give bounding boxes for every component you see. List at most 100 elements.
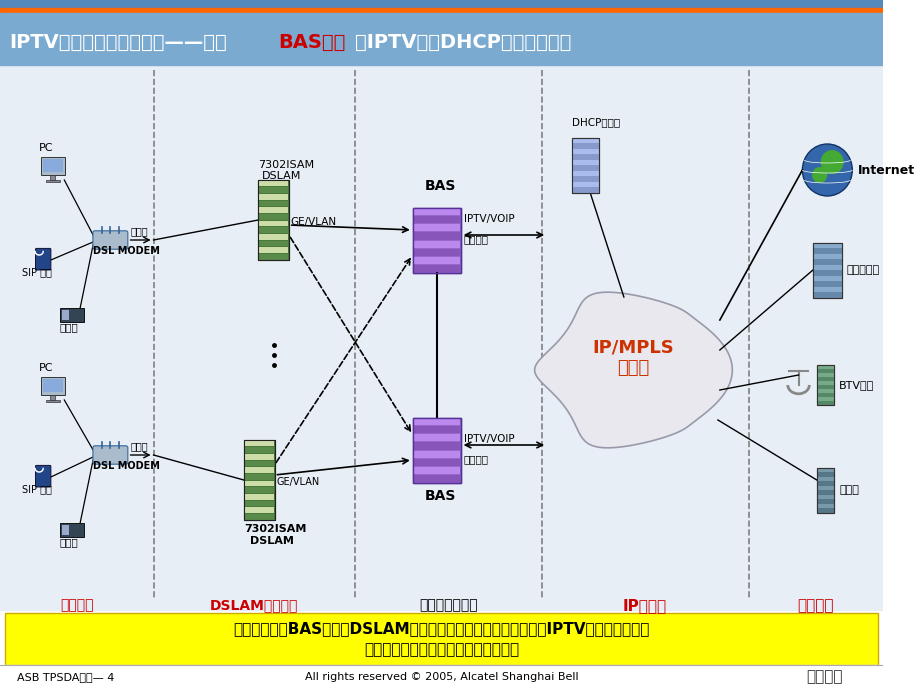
Bar [414,248,460,256]
Bar [259,214,288,219]
Bar [812,242,841,297]
Bar [572,181,598,187]
Text: DSLAM宽带接入: DSLAM宽带接入 [210,598,298,612]
Bar [244,440,274,520]
Bar [816,389,834,393]
Text: 视频服务器: 视频服务器 [845,265,879,275]
Bar [244,514,273,520]
Bar [244,467,273,473]
Bar [414,442,460,449]
Text: 网络冗余需要BAS设备和DSLAM设备支持相关功能和特性，在规模IPTV也时端口压力非
常大，成本过高，网络的可扩展性差。: 网络冗余需要BAS设备和DSLAM设备支持相关功能和特性，在规模IPTV也时端口… [233,621,649,657]
Bar [816,468,834,472]
Bar [60,308,84,322]
Bar [812,253,841,259]
Text: BAS冗余: BAS冗余 [278,32,346,52]
Text: DSLAM: DSLAM [249,536,293,546]
Bar [51,395,55,400]
Bar [0,665,882,690]
Bar [816,468,834,513]
FancyBboxPatch shape [36,465,51,487]
Bar [572,165,598,170]
Bar [572,187,598,193]
Bar [812,292,841,297]
Text: 业务平台: 业务平台 [797,598,834,613]
Bar [812,248,841,253]
Bar [816,486,834,490]
Text: IP/MPLS
城域网: IP/MPLS 城域网 [592,339,674,377]
Circle shape [820,150,843,174]
Bar [42,379,62,392]
Text: 机顶盒: 机顶盒 [60,322,78,332]
Text: 7302ISAM: 7302ISAM [258,160,314,170]
Bar [816,373,834,377]
FancyBboxPatch shape [93,230,128,249]
Bar [812,242,841,248]
Bar [259,254,288,259]
Text: PC: PC [40,143,54,153]
Text: GE/VLAN: GE/VLAN [276,477,319,487]
Bar [259,194,288,199]
Bar [244,440,273,446]
Text: 7302ISAM: 7302ISAM [244,524,306,534]
FancyBboxPatch shape [93,446,128,464]
Bar [816,401,834,405]
Bar [414,257,460,264]
Bar [572,137,598,143]
Text: ASB TPSDA介绍— 4: ASB TPSDA介绍— 4 [17,672,115,682]
Text: 用户线: 用户线 [130,226,148,236]
Text: 家庭网络: 家庭网络 [60,598,94,612]
Text: 软交换: 软交换 [839,485,858,495]
Bar [414,459,460,466]
Bar [244,440,274,520]
Bar [816,393,834,397]
Bar [46,179,60,182]
Bar [0,65,882,610]
Bar [414,434,460,442]
Bar [259,234,288,239]
Bar [259,247,288,253]
Text: DSL MODEM: DSL MODEM [93,246,160,256]
Bar [414,418,460,425]
Bar [816,508,834,513]
Bar [42,159,62,172]
Bar [413,208,460,273]
Bar [816,381,834,385]
Bar [244,454,273,460]
Bar [812,242,841,297]
Bar [0,13,882,65]
Bar [414,451,460,457]
Bar [816,495,834,499]
Bar [244,447,273,453]
Text: All rights reserved © 2005, Alcatel Shanghai Bell: All rights reserved © 2005, Alcatel Shan… [304,672,578,682]
Bar [816,377,834,381]
Bar [5,613,878,665]
Text: DSLAM: DSLAM [262,171,301,181]
Text: 的IPTV业务DHCP接入认证模式: 的IPTV业务DHCP接入认证模式 [355,32,571,52]
Bar [572,137,598,193]
Bar [572,170,598,176]
Bar [244,500,273,506]
Bar [40,377,65,395]
Bar [244,507,273,513]
Bar [244,480,273,486]
Bar [816,385,834,389]
Circle shape [811,167,826,183]
Bar [816,365,834,369]
Bar [812,281,841,286]
Bar [816,504,834,508]
Bar [244,460,273,466]
Bar [572,143,598,148]
Bar [812,286,841,292]
Text: DHCP服务器: DHCP服务器 [572,117,619,127]
Bar [413,208,460,273]
Bar [414,475,460,482]
Text: IP城域网: IP城域网 [622,598,666,613]
Bar [816,490,834,495]
Text: 用户线: 用户线 [130,441,148,451]
Bar [259,207,288,213]
Text: 业务接入控制层: 业务接入控制层 [418,598,477,612]
Bar [572,154,598,159]
Bar [413,417,460,482]
Bar [258,180,289,260]
Bar [414,466,460,474]
